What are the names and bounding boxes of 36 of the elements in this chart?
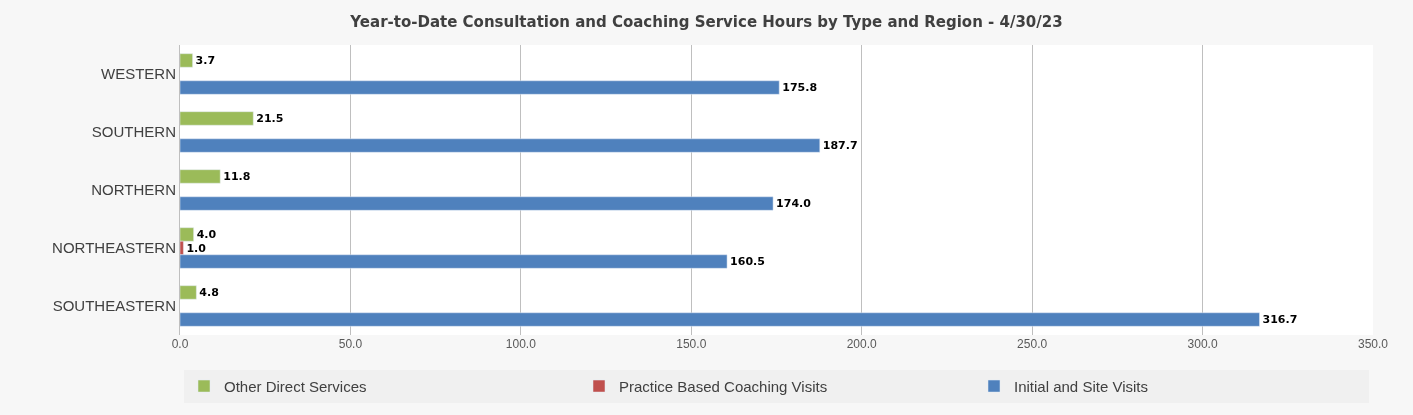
y-tick-label: SOUTHERN <box>91 123 176 141</box>
x-tick-label: 150.0 <box>676 337 707 351</box>
data-label: 175.8 <box>782 81 818 95</box>
y-tick-label: NORTHEASTERN <box>52 239 176 257</box>
x-tick-label: 100.0 <box>505 337 537 351</box>
legend-label: Initial and Site Visits <box>1014 377 1148 395</box>
bar <box>180 111 254 126</box>
data-label: 160.5 <box>730 255 765 269</box>
x-tick-label: 0.0 <box>171 337 189 351</box>
data-label: 1.0 <box>186 241 207 255</box>
bar <box>180 285 197 300</box>
x-tick-label: 350.0 <box>1357 337 1389 351</box>
data-label: 174.0 <box>776 197 812 211</box>
data-label: 4.0 <box>196 227 217 241</box>
bar <box>180 312 1260 327</box>
data-label: 21.5 <box>256 111 284 125</box>
x-tick-label: 300.0 <box>1187 337 1218 351</box>
data-label: 316.7 <box>1262 313 1298 327</box>
data-label: 3.7 <box>195 53 216 67</box>
bar <box>180 169 221 184</box>
chart-title: Year-to-Date Consultation and Coaching Service Hours by Type and Region - 4/30/23 <box>349 13 1063 32</box>
bar <box>180 196 774 211</box>
x-tick-label: 250.0 <box>1017 337 1048 351</box>
data-label: 11.8 <box>223 169 251 183</box>
y-tick-label: SOUTHEASTERN <box>52 297 176 315</box>
bar <box>180 138 821 153</box>
y-tick-label: NORTHERN <box>91 181 176 199</box>
legend-label: Practice Based Coaching Visits <box>619 377 828 395</box>
bar <box>180 53 193 68</box>
bar <box>180 80 780 95</box>
x-tick-label: 50.0 <box>338 337 363 351</box>
data-label: 4.8 <box>199 285 219 299</box>
y-tick-label: WESTERN <box>101 65 176 83</box>
legend-label: Other Direct Services <box>224 377 367 395</box>
data-label: 187.7 <box>822 139 858 153</box>
x-tick-label: 200.0 <box>846 337 878 351</box>
